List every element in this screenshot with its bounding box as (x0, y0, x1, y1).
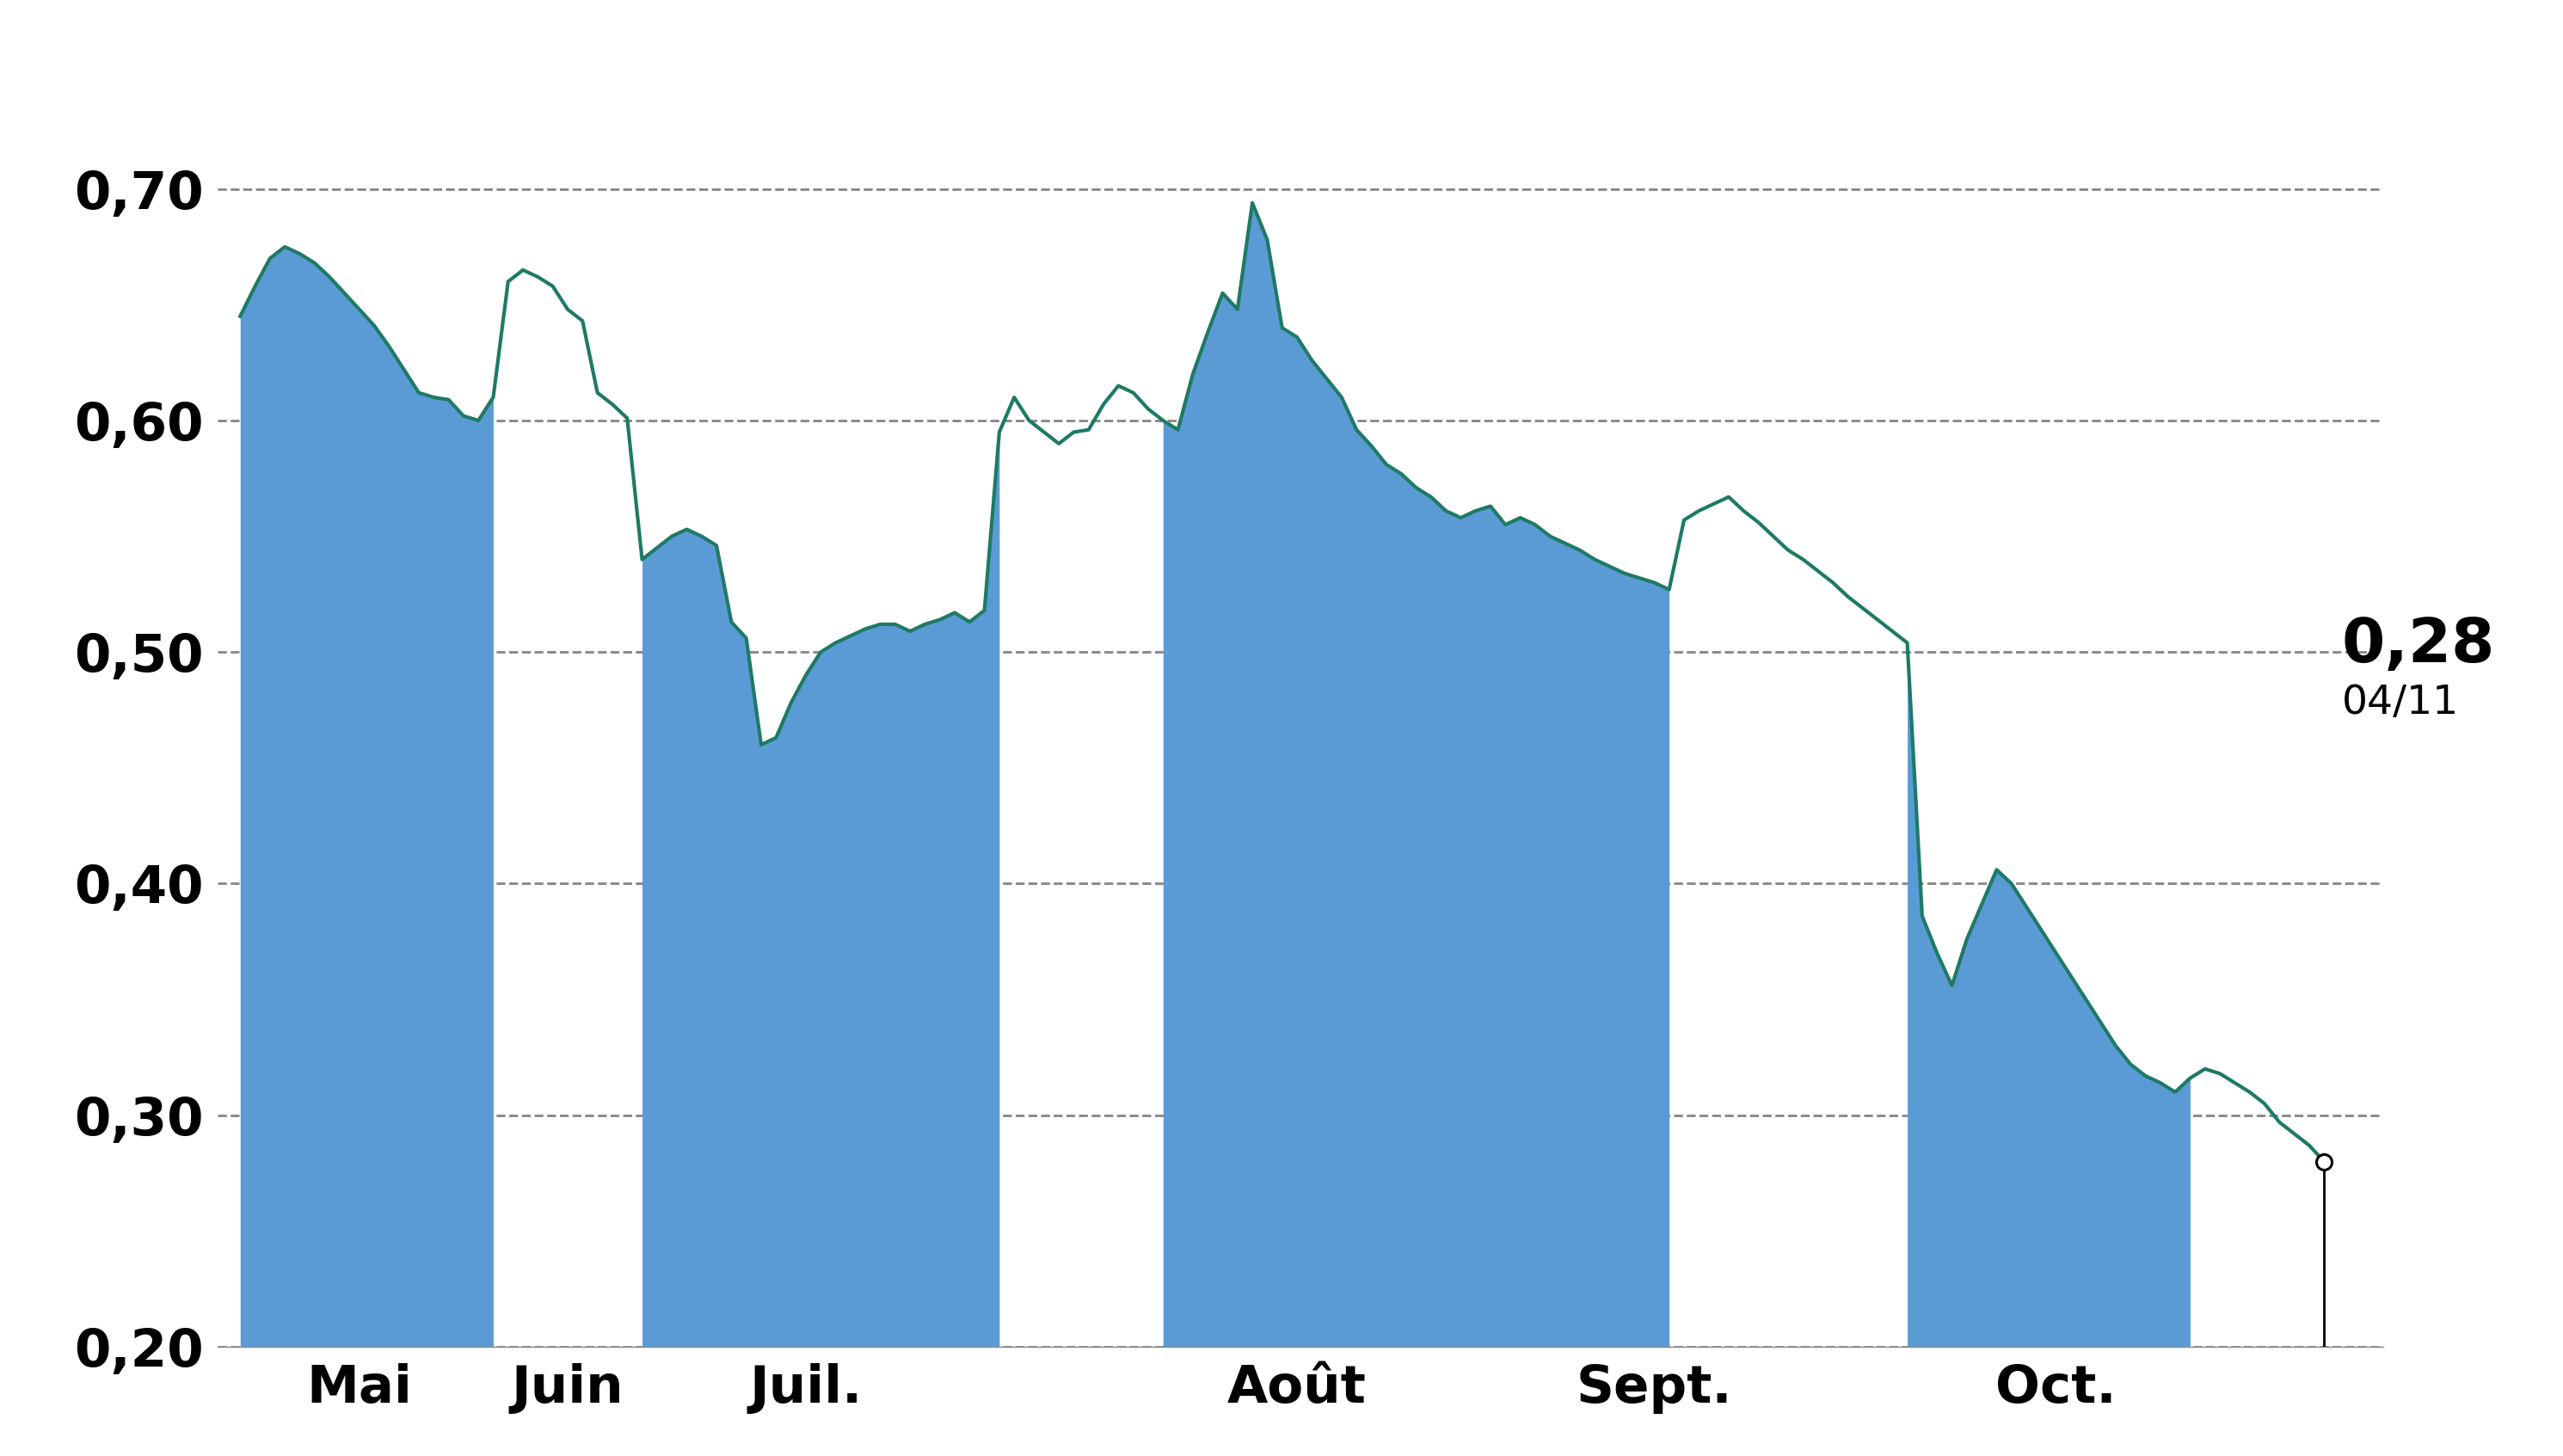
Text: 0,28: 0,28 (2343, 616, 2496, 674)
Text: 04/11: 04/11 (2343, 684, 2458, 722)
Text: POXEL: POXEL (1089, 4, 1474, 105)
